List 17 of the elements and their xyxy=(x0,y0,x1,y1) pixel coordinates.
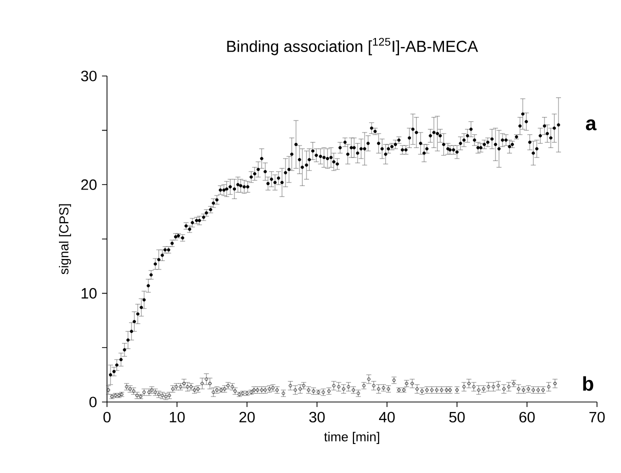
x-tick-label: 30 xyxy=(309,412,325,422)
x-tick-label: 0 xyxy=(103,412,111,422)
series-label: b xyxy=(583,376,594,391)
y-tick-label: 10 xyxy=(82,288,97,299)
y-axis-title: signal [CPS] xyxy=(58,204,72,274)
series-label: a xyxy=(586,119,597,130)
x-tick-label: 40 xyxy=(379,412,395,422)
y-tick-label: 20 xyxy=(81,179,97,190)
y-tick-label: 30 xyxy=(81,70,97,82)
x-tick-label: 50 xyxy=(449,412,465,422)
x-tick-label: 70 xyxy=(589,412,605,422)
chart-title: Binding association [$^{125}$I]-AB-MECA xyxy=(227,38,478,56)
x-tick-label: 60 xyxy=(519,412,535,422)
y-tick-label: 0 xyxy=(89,396,97,408)
x-tick-label: 10 xyxy=(170,412,185,422)
x-tick-label: 20 xyxy=(239,412,255,422)
x-axis-title: time [min] xyxy=(324,432,380,444)
